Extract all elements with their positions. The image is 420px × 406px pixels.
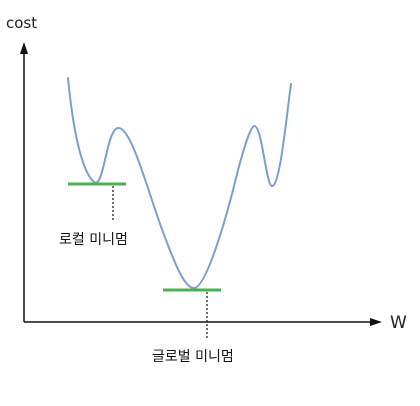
global-minimum-marker xyxy=(163,288,221,340)
x-axis-arrowhead xyxy=(370,318,382,326)
global-minimum-label: 글로벌 미니멈 xyxy=(152,349,234,365)
axes xyxy=(20,42,382,326)
y-axis-label: cost xyxy=(6,14,37,32)
local-minimum-marker xyxy=(68,182,126,222)
cost-curve xyxy=(67,77,292,290)
y-axis-arrowhead xyxy=(20,42,28,54)
local-minimum-label: 로컬 미니멈 xyxy=(59,232,128,248)
x-axis-label: W xyxy=(390,313,407,333)
